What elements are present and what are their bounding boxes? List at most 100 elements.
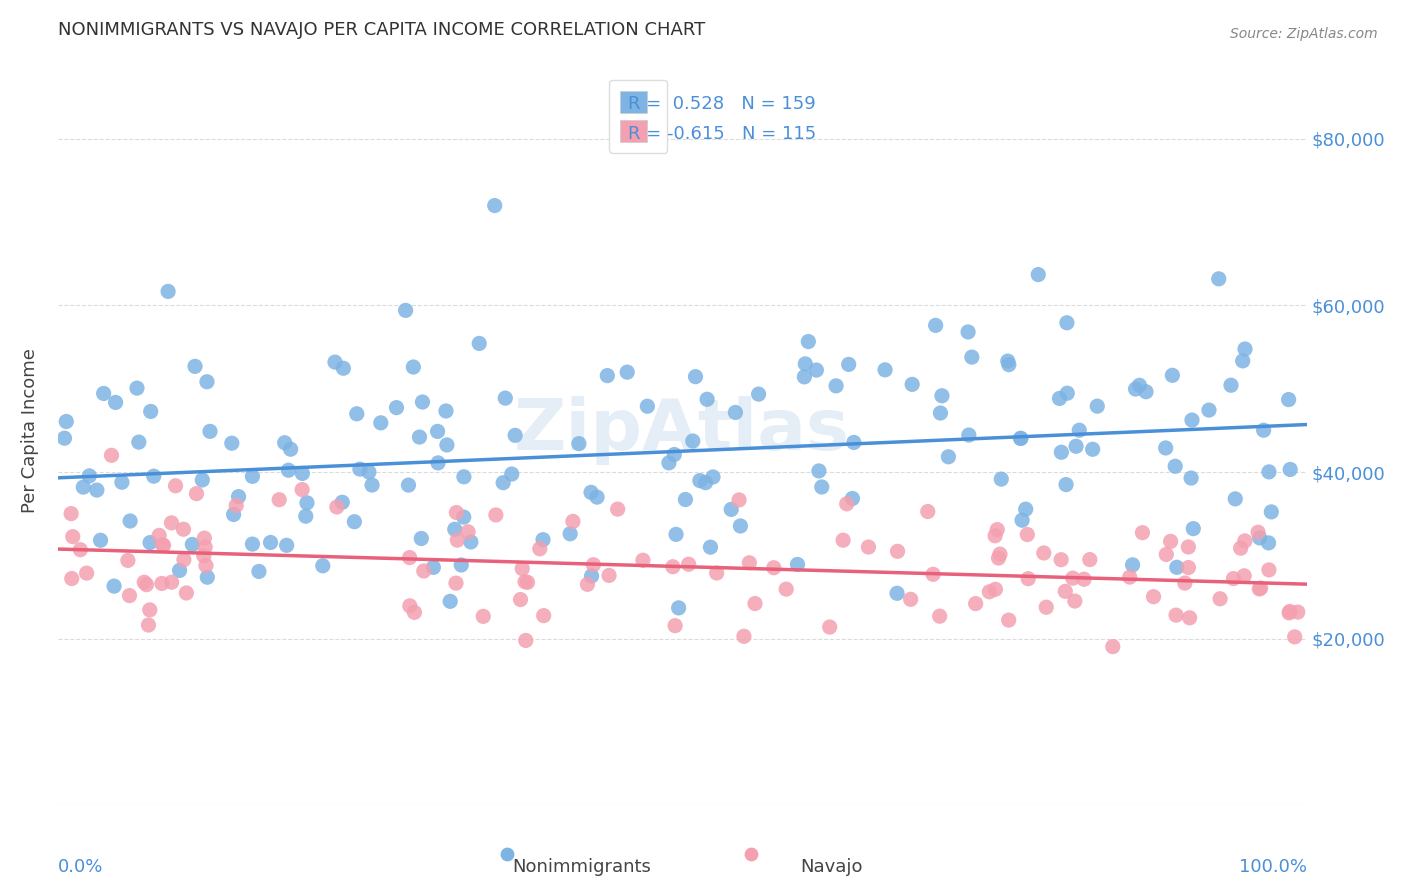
Point: [631, 553, 654, 567]
Point: [221, 436, 243, 450]
Point: [184, 359, 207, 374]
Point: [426, 425, 449, 439]
Point: [984, 529, 1007, 543]
Point: [269, 492, 291, 507]
Point: [181, 537, 204, 551]
Point: [62, 530, 84, 544]
Point: [169, 563, 191, 577]
Point: [457, 524, 479, 539]
Point: [228, 490, 250, 504]
Point: [886, 586, 908, 600]
Point: [100, 448, 122, 462]
Point: [886, 544, 908, 558]
Point: [291, 467, 314, 481]
Point: [513, 574, 536, 589]
Point: [841, 491, 863, 506]
Point: [832, 533, 855, 548]
Point: [806, 363, 828, 377]
Point: [370, 416, 392, 430]
Point: [139, 603, 162, 617]
Point: [582, 558, 605, 572]
Point: [1125, 382, 1147, 396]
Text: Nonimmigrants: Nonimmigrants: [513, 857, 651, 876]
Point: [472, 609, 495, 624]
Point: [924, 318, 946, 333]
Point: [222, 508, 245, 522]
Point: [439, 594, 461, 608]
Point: [150, 576, 173, 591]
Point: [997, 354, 1019, 368]
Point: [928, 609, 950, 624]
Point: [957, 325, 980, 339]
Point: [529, 541, 551, 556]
Point: [134, 575, 156, 590]
Point: [195, 570, 218, 584]
Point: [427, 456, 450, 470]
Point: [1035, 600, 1057, 615]
Point: [1208, 272, 1230, 286]
Point: [797, 334, 820, 349]
Point: [929, 406, 952, 420]
Point: [160, 575, 183, 590]
Point: [696, 392, 718, 407]
Point: [165, 479, 187, 493]
Point: [103, 579, 125, 593]
Point: [706, 566, 728, 580]
Point: [997, 613, 1019, 627]
Point: [1069, 423, 1091, 437]
Point: [900, 592, 922, 607]
Point: [685, 369, 707, 384]
Point: [1181, 413, 1204, 427]
Point: [193, 549, 215, 563]
Point: [312, 558, 335, 573]
Point: [446, 506, 468, 520]
Point: [1017, 527, 1039, 541]
Point: [1198, 403, 1220, 417]
Point: [1250, 581, 1272, 595]
Point: [598, 568, 620, 582]
Point: [665, 527, 688, 541]
Point: [1056, 386, 1078, 401]
Point: [1054, 477, 1077, 491]
Point: [503, 428, 526, 442]
Point: [1050, 552, 1073, 566]
Point: [111, 475, 134, 490]
Point: [277, 463, 299, 477]
Text: ZipAtlas: ZipAtlas: [515, 396, 851, 465]
Point: [398, 478, 420, 492]
Point: [1278, 606, 1301, 620]
Point: [1225, 491, 1247, 506]
Point: [117, 553, 139, 567]
Point: [1249, 531, 1271, 545]
Point: [142, 469, 165, 483]
Point: [1177, 560, 1199, 574]
Point: [1101, 640, 1123, 654]
Point: [411, 532, 433, 546]
Point: [408, 430, 430, 444]
Point: [979, 584, 1001, 599]
Point: [1279, 462, 1302, 476]
Point: [501, 467, 523, 481]
Point: [917, 504, 939, 518]
Point: [276, 538, 298, 552]
Point: [728, 492, 751, 507]
Point: [762, 560, 785, 574]
Point: [810, 480, 832, 494]
Point: [825, 379, 848, 393]
Point: [596, 368, 619, 383]
Point: [842, 435, 865, 450]
Point: [509, 592, 531, 607]
Point: [1278, 392, 1301, 407]
Point: [1078, 552, 1101, 566]
Point: [1156, 548, 1178, 562]
Point: [838, 358, 860, 372]
Point: [422, 560, 444, 574]
Point: [533, 608, 555, 623]
Point: [1049, 392, 1071, 406]
Point: [1128, 378, 1150, 392]
Point: [668, 600, 690, 615]
Point: [86, 483, 108, 497]
Point: [901, 377, 924, 392]
Point: [1220, 378, 1243, 392]
Point: [453, 470, 475, 484]
